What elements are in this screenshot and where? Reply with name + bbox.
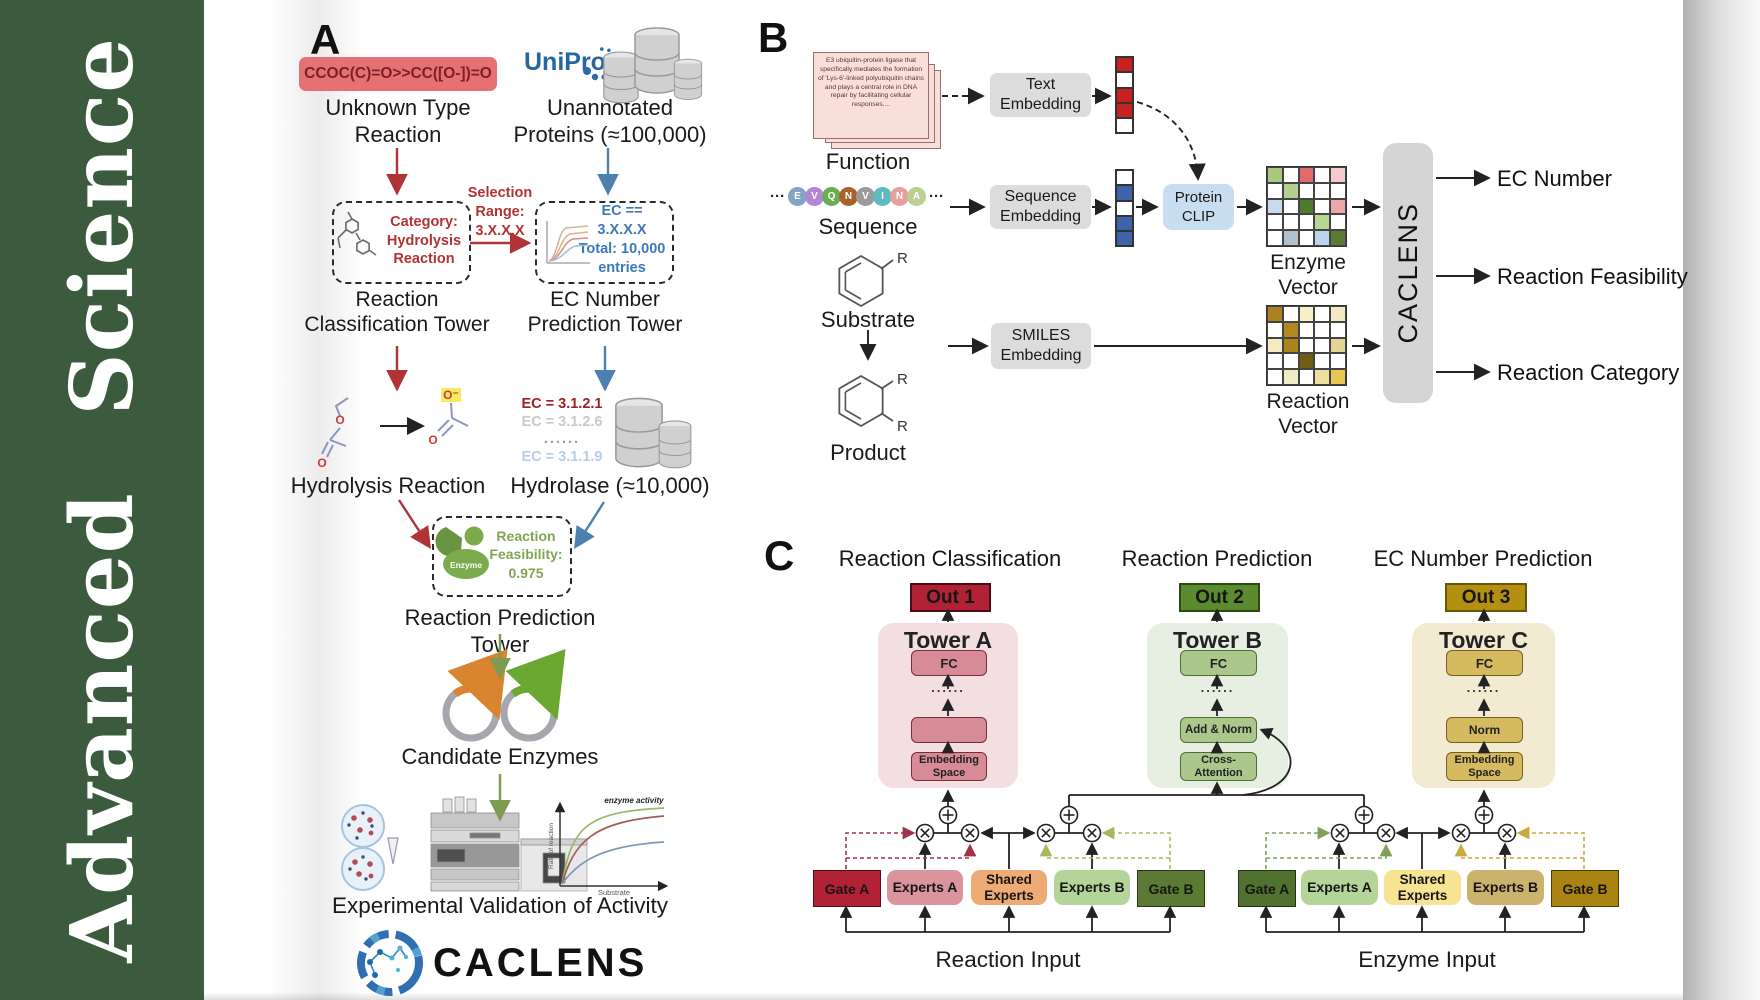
smiles-embedding-box: SMILES Embedding [991,323,1091,369]
smiles-reaction-box: CCOC(C)=O>>CC([O-])=O [299,57,497,91]
tower-b-cross-attention: Cross- Attention [1180,752,1257,781]
reaction-gate-b: Gate B [1137,870,1205,907]
enzyme-shared-experts: Shared Experts [1384,870,1461,905]
reaction-input-label: Reaction Input [935,947,1081,972]
ec-item: EC = 3.1.2.6 [521,413,603,430]
tower-c-name: Tower C [1438,627,1529,653]
reaction-vector-label: Reaction Vector [1266,390,1350,439]
tower-a-name: Tower A [903,627,993,653]
tower-c-embedding: Embedding Space [1446,752,1523,781]
enzyme-gate-b: Gate B [1551,870,1619,907]
journal-name: Advanced Science [51,37,153,963]
function-label: Function [825,149,911,174]
feasibility-text: Reaction Feasibility: 0.975 [489,528,563,581]
sequence-label: Sequence [818,214,918,239]
ec-item: ...... [543,431,581,447]
hydrolase-label: Hydrolase (≈10,000) [510,473,710,498]
tower-a-container: Tower A FC ...... Embedding Space [878,623,1018,788]
unannotated-proteins-label: Unannotated Proteins (≈100,000) [513,95,707,147]
tower-a-dots: ...... [931,680,965,695]
page-left-shade [204,0,364,1000]
substrate-label: Substrate [820,307,916,332]
tower-c-container: Tower C FC ...... Norm Embedding Space [1412,623,1555,788]
candidate-enzymes-label: Candidate Enzymes [401,744,599,769]
unknown-reaction-label: Unknown Type Reaction [325,95,471,147]
function-cards: E3 ubiquitin-protein ligase that specifi… [813,52,943,152]
tower-b-container: Tower B FC ...... Add & Norm Cross- Atte… [1147,623,1288,788]
tower-b-add-norm: Add & Norm [1180,717,1257,743]
uniprot-logo-text: UniProt [524,48,615,76]
out1-box: Out 1 [910,583,991,612]
tower-b-fc: FC [1180,650,1257,676]
title-reaction-prediction: Reaction Prediction [1121,546,1313,571]
page-right-shade [1683,0,1760,1000]
reaction-experts-a: Experts A [887,870,963,905]
ec-item: EC = 3.1.1.9 [521,448,603,465]
page-bottom-shade [204,992,1683,1000]
panel-c-label: C [764,532,795,579]
tower-c-dots: ...... [1466,680,1501,695]
enzyme-experts-b: Experts B [1467,870,1544,905]
tower-a-embedding: Embedding Space [911,752,987,781]
ec-dashed-box [535,201,674,284]
product-label: Product [830,440,906,465]
out2-box: Out 2 [1179,583,1260,612]
enzyme-gate-a: Gate A [1238,870,1296,907]
title-ec-number-prediction: EC Number Prediction [1373,546,1593,571]
ec-candidates-list: EC = 3.1.2.1 EC = 3.1.2.6 ...... EC = 3.… [520,396,604,466]
out3-box: Out 3 [1445,583,1527,612]
caclens-wordmark: CACLENS [433,941,648,985]
output-ec-number: EC Number [1497,166,1612,191]
ec-number-prediction-tower-label: EC Number Prediction Tower [527,288,683,337]
tower-c-fc: FC [1446,650,1523,676]
tower-b-name: Tower B [1172,627,1263,653]
output-reaction-feasibility: Reaction Feasibility [1497,264,1688,289]
text-embedding-box: Text Embedding [990,73,1091,117]
selection-range-text: Selection Range: 3.X.X.X [467,185,533,239]
enzyme-input-label: Enzyme Input [1358,947,1496,972]
tower-b-dots: ...... [1200,680,1235,695]
ec-item: EC = 3.1.2.1 [521,396,603,412]
enzyme-vector-grid [1266,166,1347,247]
reaction-classification-tower-label: Reaction Classification Tower [304,288,490,337]
sequence-embedding-box: Sequence Embedding [990,185,1091,229]
hydrolysis-reaction-label: Hydrolysis Reaction [290,473,486,498]
panel-b-label: B [758,14,789,61]
enzyme-experts-a: Experts A [1301,870,1378,905]
tower-a-fc: FC [911,650,987,676]
category-text: Category: Hydrolysis Reaction [386,213,462,268]
sequence-embedding-vector [1115,169,1134,248]
reaction-vector-grid [1266,305,1347,386]
caclens-bar: CACLENS [1383,143,1433,403]
reaction-gate-a: Gate A [813,870,881,907]
reaction-experts-b: Experts B [1054,870,1130,905]
function-card-front: E3 ubiquitin-protein ligase that specifi… [813,52,929,139]
tower-c-norm: Norm [1446,717,1523,743]
title-reaction-classification: Reaction Classification [838,546,1062,571]
panel-a-label: A [310,16,341,63]
sequence-ellipsis: ··· [929,188,944,205]
reaction-shared-experts: Shared Experts [971,870,1047,905]
feasibility-dashed-box [432,516,572,597]
tower-a-norm [911,717,987,743]
output-reaction-category: Reaction Category [1497,360,1680,385]
enzyme-vector-label: Enzyme Vector [1270,251,1346,300]
text-embedding-vector [1115,56,1134,135]
sequence-ellipsis: ··· [770,188,785,205]
journal-sidebar: Advanced Science [0,0,204,1000]
protein-clip-box: Protein CLIP [1163,184,1234,230]
experimental-validation-label: Experimental Validation of Activity [332,893,668,918]
